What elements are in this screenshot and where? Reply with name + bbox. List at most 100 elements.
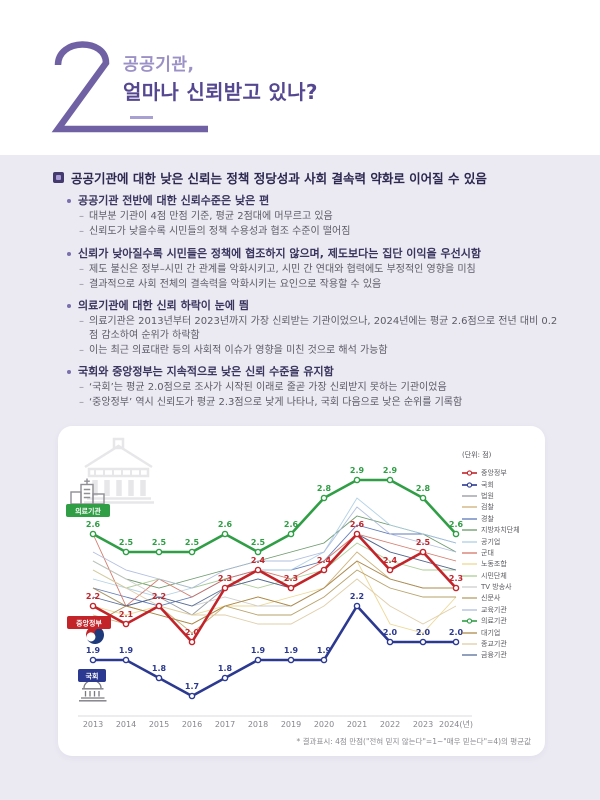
- data-point-중앙정부: [188, 638, 196, 645]
- bullet-sub-text: 의료기관은 2013년부터 2023년까지 가장 신뢰받는 기관이었으나, 20…: [89, 316, 558, 341]
- data-label-국회: 1.9: [317, 646, 332, 655]
- data-label-의료기관: 2.9: [350, 466, 365, 475]
- data-label-중앙정부: 2.4: [251, 556, 266, 565]
- data-point-의료기관: [188, 548, 196, 555]
- data-label-국회: 1.9: [119, 646, 134, 655]
- dash-marker: –: [79, 397, 84, 408]
- hospital-icon: [70, 478, 105, 505]
- data-label-의료기관: 2.5: [152, 538, 167, 547]
- data-label-의료기관: 2.8: [416, 484, 431, 493]
- data-point-중앙정부: [122, 620, 130, 627]
- bullet-title: 국회와 중앙정부는 지속적으로 낮은 신뢰 수준을 유지함: [67, 365, 562, 379]
- legend-item-경찰: 경찰: [462, 513, 520, 524]
- bullet-group: 의료기관에 대한 신뢰 하락이 눈에 띔 – 의료기관은 2013년부터 2023년…: [67, 299, 562, 357]
- series-line-공기업: [92, 496, 457, 597]
- legend-item-지방자치단체: 지방자치단체: [462, 524, 520, 535]
- legend-item-군대: 군대: [462, 547, 520, 558]
- legend-item-신문사: 신문사: [462, 593, 520, 604]
- legend-item-노동조합: 노동조합: [462, 559, 520, 570]
- section-number-2-glyph: [51, 41, 208, 133]
- bullet-group: 공공기관 전반에 대한 신뢰수준은 낮은 편 – 대부분 기관이 4점 만점 기준,…: [67, 194, 562, 239]
- legend-item-검찰: 검찰: [462, 502, 520, 513]
- data-label-중앙정부: 2.5: [416, 538, 431, 547]
- series-line-중앙정부: [92, 532, 457, 643]
- legend-item-교육기관: 교육기관: [462, 604, 520, 615]
- data-label-의료기관: 2.6: [86, 520, 101, 529]
- data-point-의료기관: [89, 530, 97, 537]
- data-label-중앙정부: 2.3: [284, 574, 298, 583]
- series-line-금융기관: [92, 532, 457, 606]
- x-tick-label: 2015: [149, 720, 169, 729]
- bullet-title: 신뢰가 낮아질수록 시민들은 정책에 협조하지 않으며, 제도보다는 집단 이익…: [67, 247, 562, 261]
- bullet-sub-item: – 제도 불신은 정부–시민 간 관계를 악화시키고, 시민 간 연대와 협력에도…: [79, 263, 562, 277]
- bullet-sub-item: – ‘중앙정부’ 역시 신뢰도가 평균 2.3점으로 낮게 나타나, 국회 다음으…: [79, 396, 562, 410]
- data-point-국회: [122, 656, 130, 663]
- data-label-국회: 2.0: [383, 628, 398, 637]
- legend-swatch-icon: [462, 529, 477, 531]
- legend-item-법원: 법원: [462, 490, 520, 501]
- legend-item-대기업: 대기업: [462, 627, 520, 638]
- legend-swatch-icon: [462, 618, 477, 624]
- series-badge-국회: [78, 668, 106, 682]
- series-line-국회: [93, 604, 456, 697]
- data-label-의료기관: 2.6: [218, 520, 233, 529]
- legend-swatch-icon: [462, 632, 477, 634]
- data-point-의료기관: [320, 494, 328, 501]
- x-tick-label: 2023: [413, 720, 433, 729]
- x-tick-label: 2018: [248, 720, 268, 729]
- trust-trend-line-chart: 2013 2014 2015 2016 2017 2018 2019 2020 2021 2022…: [66, 437, 473, 729]
- lead-heading-row: 공공기관에 대한 낮은 신뢰는 정책 정당성과 사회 결속력 약화로 이어질 수…: [53, 171, 562, 186]
- legend-swatch-icon: [462, 481, 477, 488]
- legend-label: 중앙정부: [481, 469, 507, 478]
- x-tick-label: 2013: [83, 720, 103, 729]
- data-point-의료기관: [122, 548, 130, 555]
- data-point-국회: [353, 602, 361, 609]
- legend-label: 지방자치단체: [481, 526, 520, 535]
- bullet-sub-text: ‘중앙정부’ 역시 신뢰도가 평균 2.3점으로 낮게 나타나, 국회 다음으로…: [89, 397, 463, 408]
- data-point-국회: [89, 656, 97, 663]
- bullet-sub-text: 제도 불신은 정부–시민 간 관계를 악화시키고, 시민 간 연대와 협력에도 …: [89, 263, 476, 275]
- data-point-국회: [287, 656, 295, 663]
- data-point-중앙정부: [221, 584, 229, 591]
- data-point-중앙정부: [254, 566, 262, 573]
- chart-footnote: * 결과표시: 4점 만점("전혀 믿지 않는다"=1~"매우 믿는다"=4)의…: [296, 736, 531, 746]
- bullet-sub-text: ‘국회’는 평균 2.0점으로 조사가 시작된 이래로 줄곧 가장 신뢰받지 못…: [89, 382, 447, 393]
- legend-item-종교기관: 종교기관: [462, 638, 520, 649]
- data-point-국회: [419, 638, 427, 645]
- legend-label: TV 방송사: [481, 583, 512, 592]
- data-point-의료기관: [155, 548, 163, 555]
- x-tick-label: 2022: [380, 720, 400, 729]
- legend-item-금융기관: 금융기관: [462, 650, 520, 661]
- series-line-군대: [92, 533, 457, 607]
- bullet-title: 의료기관에 대한 신뢰 하락이 눈에 띔: [67, 299, 562, 313]
- dash-marker: –: [79, 263, 84, 275]
- dash-marker: –: [79, 278, 84, 290]
- data-point-중앙정부: [353, 530, 361, 537]
- series-line-노동조합: [92, 559, 457, 634]
- legend-swatch-icon: [462, 643, 477, 645]
- data-point-국회: [386, 638, 394, 645]
- bullet-sub-item: – ‘국회’는 평균 2.0점으로 조사가 시작된 이래로 줄곧 가장 신뢰받지 …: [79, 381, 562, 395]
- data-label-의료기관: 2.8: [317, 484, 332, 493]
- data-label-국회: 2.0: [449, 628, 464, 637]
- data-point-의료기관: [419, 494, 427, 501]
- data-label-중앙정부: 2.0: [185, 628, 200, 637]
- data-label-국회: 1.9: [284, 646, 299, 655]
- page-header: 공공기관, 얼마나 신뢰받고 있나?: [0, 0, 600, 155]
- bullet-title: 공공기관 전반에 대한 신뢰수준은 낮은 편: [67, 194, 562, 208]
- legend-label: 신문사: [481, 594, 501, 603]
- legend-item-시민단체: 시민단체: [462, 570, 520, 581]
- data-point-국회: [254, 656, 262, 663]
- trust-trend-chart-card: 2013 2014 2015 2016 2017 2018 2019 2020 2021 2022…: [58, 425, 545, 756]
- data-label-국회: 2.0: [416, 628, 431, 637]
- series-line-종교기관: [92, 569, 457, 625]
- series-line-교육기관: [92, 505, 457, 588]
- series-line-대기업: [92, 559, 456, 624]
- legend-label: 법원: [481, 491, 494, 500]
- legend-swatch-icon: [462, 563, 477, 565]
- data-label-중앙정부: 2.3: [449, 574, 463, 583]
- legend-label: 검찰: [481, 503, 494, 512]
- bullet-group: 국회와 중앙정부는 지속적으로 낮은 신뢰 수준을 유지함 – ‘국회’는 평균 2…: [67, 365, 562, 410]
- data-point-의료기관: [386, 476, 394, 483]
